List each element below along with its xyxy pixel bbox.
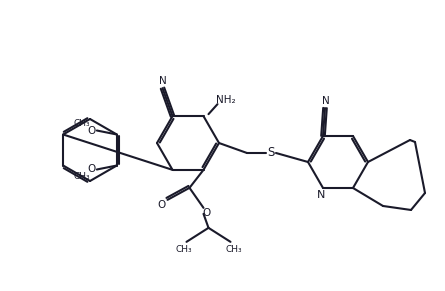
Text: O: O <box>202 208 210 218</box>
Text: CH₃: CH₃ <box>225 245 242 254</box>
Text: NH₂: NH₂ <box>216 95 235 105</box>
Text: O: O <box>158 200 166 210</box>
Text: N: N <box>322 96 330 106</box>
Text: N: N <box>317 190 325 200</box>
Text: N: N <box>158 76 166 86</box>
Text: S: S <box>267 146 275 159</box>
Text: CH₃: CH₃ <box>175 245 192 254</box>
Text: O: O <box>88 125 96 136</box>
Text: CH₃: CH₃ <box>73 172 90 181</box>
Text: CH₃: CH₃ <box>73 119 90 128</box>
Text: O: O <box>88 164 96 175</box>
